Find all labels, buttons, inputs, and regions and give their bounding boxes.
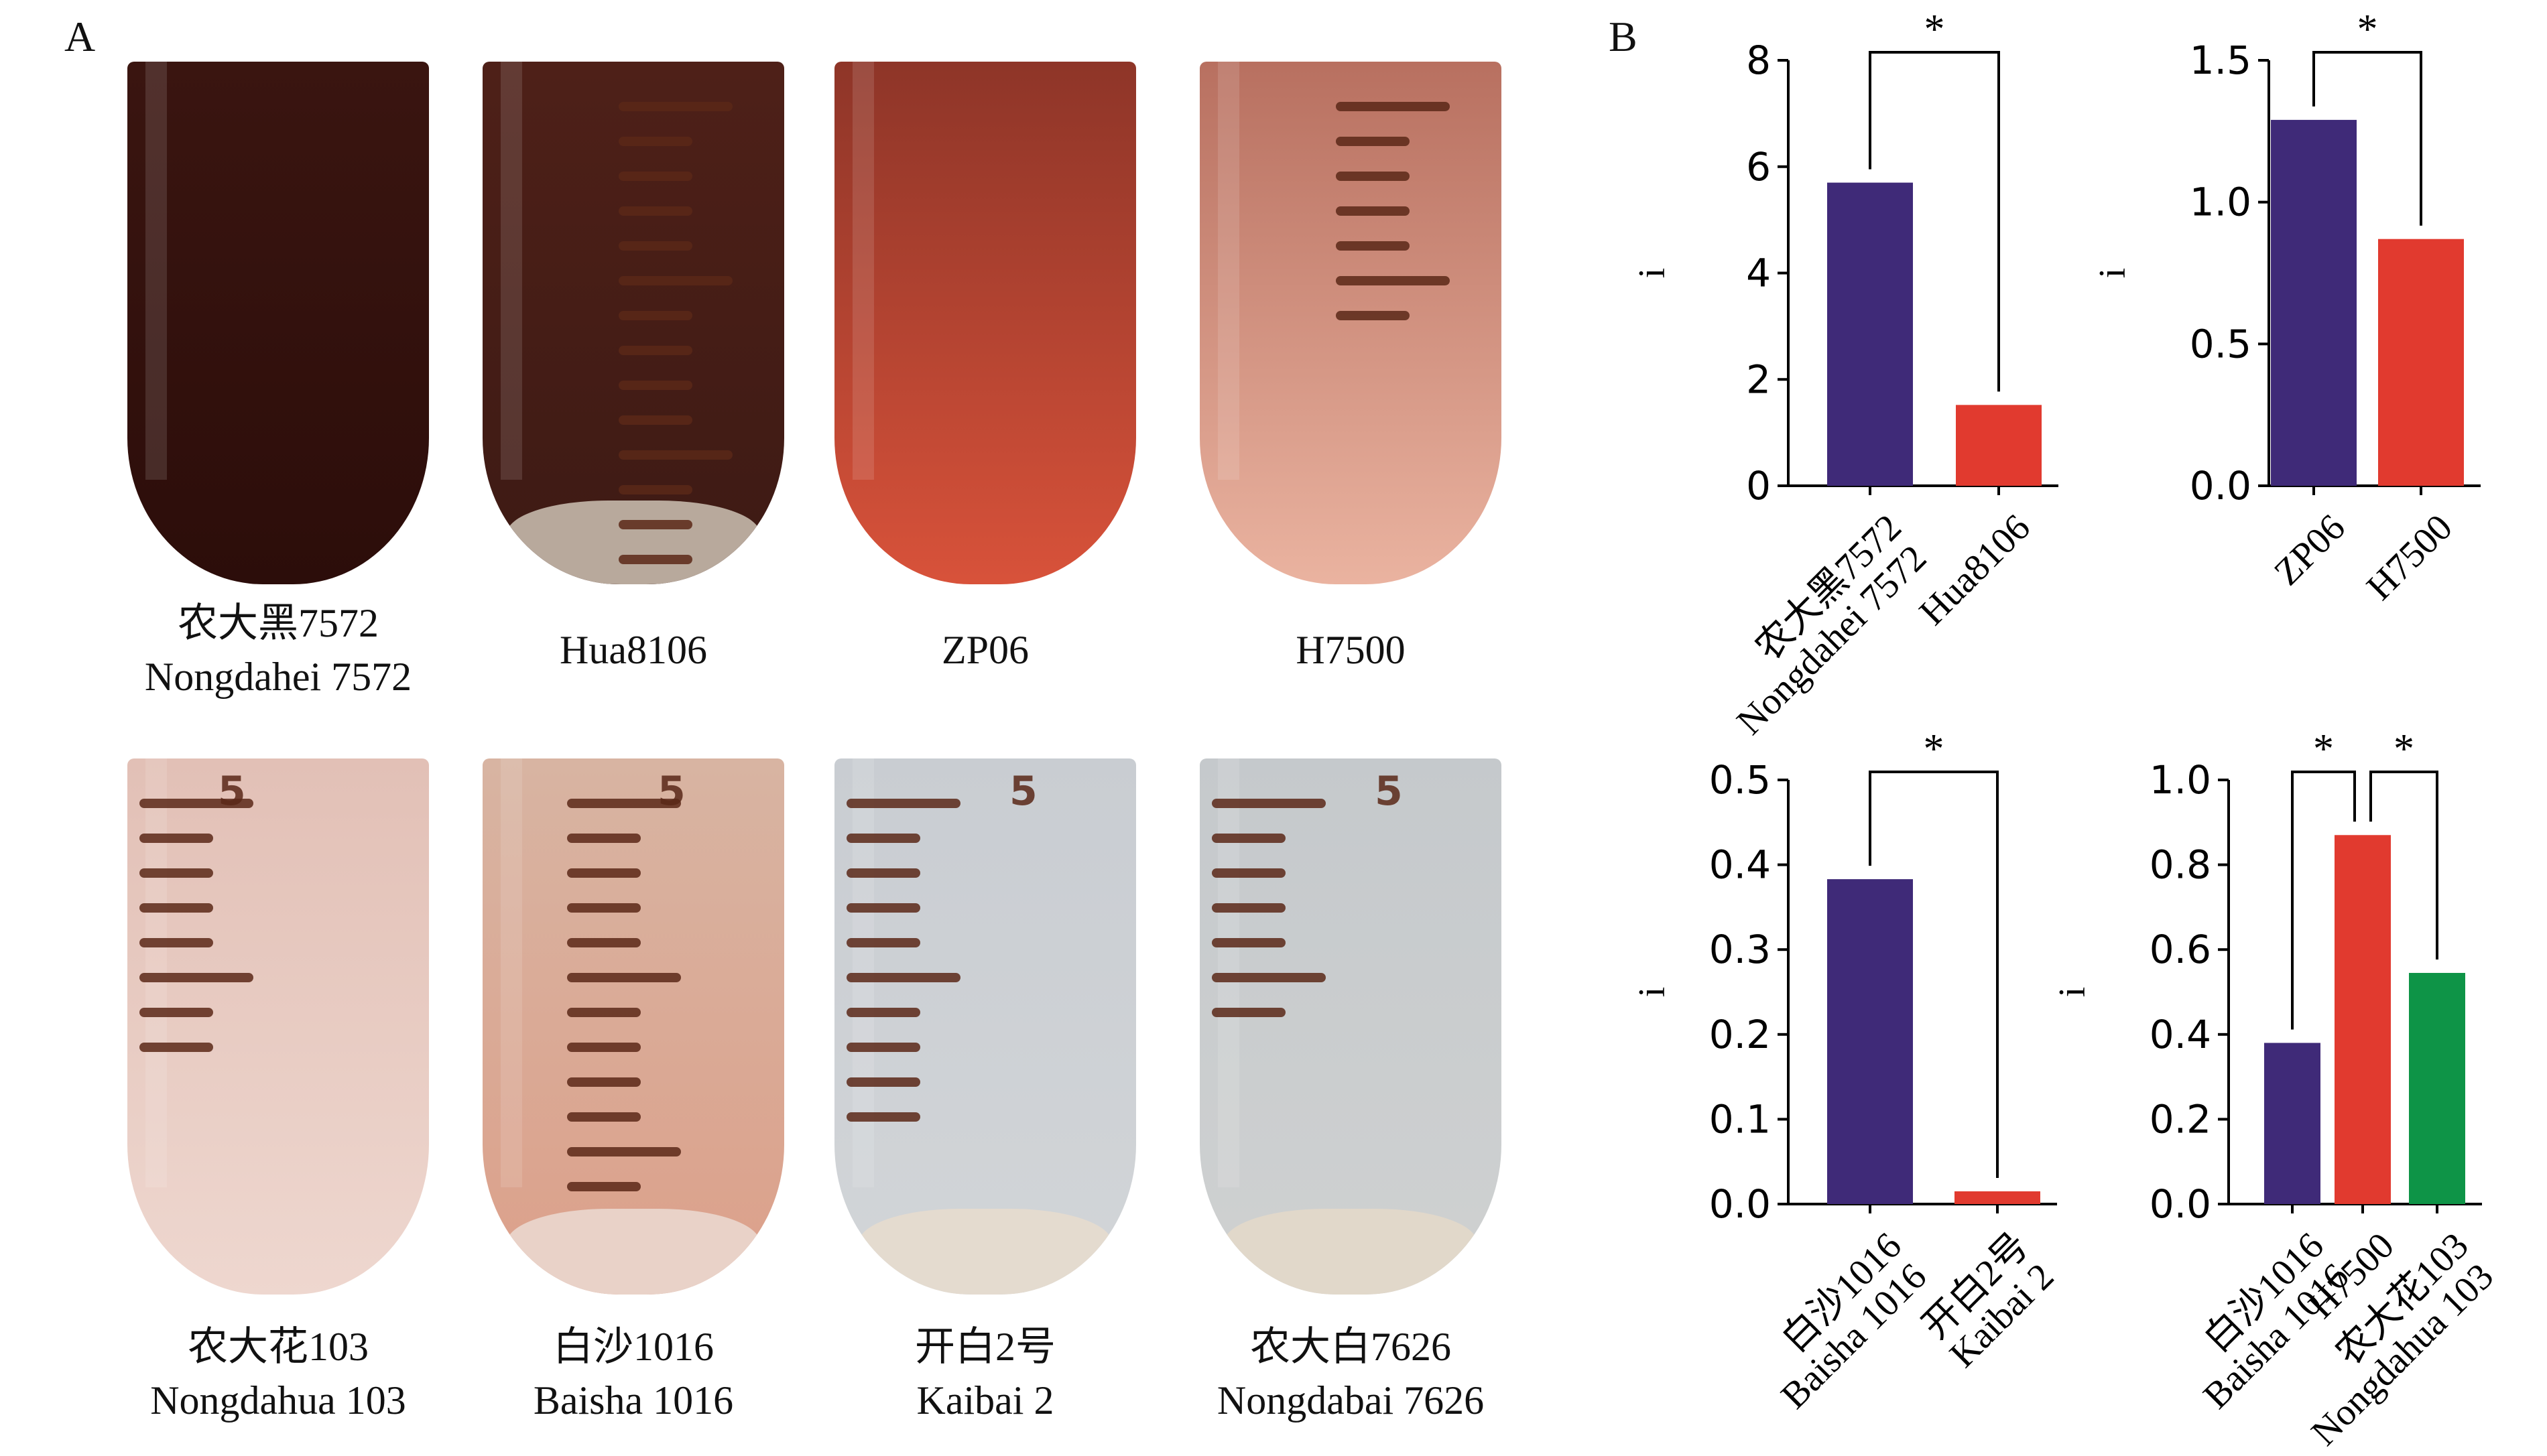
y-tick-label: 1.5 [2190, 38, 2251, 83]
y-axis-label: i [1631, 987, 1673, 998]
tube-label-zh: 开白2号 [915, 1325, 1056, 1369]
tube-photo: 5 [483, 758, 784, 1295]
tube-label: H7500 [1160, 623, 1542, 677]
bar [1954, 1191, 2040, 1204]
x-tick-label: 农大黑7572Nongdahei 7572 [1701, 507, 1938, 743]
significance-star: * [1924, 726, 1944, 772]
y-tick-label: 0.5 [2190, 321, 2251, 367]
tube-scale-number: 5 [218, 768, 246, 815]
y-tick-label: 0.0 [2150, 1181, 2211, 1227]
tube-scale-number: 5 [658, 768, 686, 815]
panel-b-letter: B [1609, 13, 1637, 60]
tube-label: 农大白7626 Nongdabai 7626 [1160, 1320, 1542, 1427]
bar [1956, 405, 2042, 486]
y-tick-label: 0.2 [1709, 1012, 1771, 1057]
y-tick-label: 4 [1746, 251, 1771, 296]
y-tick-label: 0.6 [2150, 927, 2211, 972]
tube-photo [127, 62, 429, 584]
significance-bracket [2312, 51, 2422, 226]
y-tick-label: 0 [1746, 463, 1771, 509]
tube-label-en: Baisha 1016 [533, 1378, 734, 1422]
bar [2271, 119, 2357, 486]
significance-bracket [1869, 771, 1999, 1179]
tube-label-en: H7500 [1296, 628, 1406, 672]
y-axis-label: i [1631, 268, 1673, 279]
tube-label-zh: 农大黑7572 [178, 601, 379, 645]
y-tick-label: 1.0 [2190, 180, 2251, 225]
tube-label-en: Nongdahua 103 [150, 1378, 406, 1422]
tube-label: 农大黑7572 Nongdahei 7572 [87, 596, 469, 704]
significance-bracket [1869, 51, 2000, 392]
bar [1827, 182, 1913, 486]
tube-label-en: Nongdahei 7572 [144, 655, 412, 699]
y-axis-label: i [2092, 268, 2133, 279]
tube-label-en: Kaibai 2 [916, 1378, 1054, 1422]
tube-label-zh: 农大花103 [188, 1325, 369, 1369]
tube-label-zh: 白沙1016 [553, 1325, 714, 1369]
tube-photo: 5 [127, 758, 429, 1295]
bar [1827, 879, 1913, 1204]
bar [2335, 835, 2391, 1204]
y-tick-label: 2 [1746, 356, 1771, 402]
y-tick-label: 8 [1746, 38, 1771, 83]
tube-scale-number: 5 [1009, 768, 1038, 815]
y-tick-label: 0.3 [1709, 927, 1771, 972]
tube-photo: 5 [1200, 758, 1501, 1295]
tube-label-en: ZP06 [941, 628, 1030, 672]
tube-photo [483, 62, 784, 584]
y-tick-label: 0.4 [1709, 842, 1771, 888]
y-tick-label: 6 [1746, 144, 1771, 190]
tube-photo: 5 [834, 758, 1136, 1295]
y-tick-label: 0.8 [2150, 842, 2211, 888]
tube-label-en: Hua8106 [560, 628, 707, 672]
tube-photo [834, 62, 1136, 584]
panel-a-letter: A [64, 13, 96, 60]
x-tick-label: ZP06 [2266, 507, 2353, 594]
bar [2409, 973, 2465, 1204]
significance-star: * [2357, 7, 2378, 52]
y-tick-label: 0.0 [1709, 1181, 1771, 1227]
significance-star: * [2394, 726, 2414, 772]
tube-scale-number: 5 [1375, 768, 1403, 815]
significance-bracket [2369, 771, 2438, 960]
bar-chart: 0.0 0.1 0.2 0.3 0.4 0.5 i 白沙1016Baisha 1016开白2号… [1631, 726, 2065, 1417]
y-tick-label: 0.5 [1709, 757, 1771, 803]
tube-photo [1200, 62, 1501, 584]
bar [2264, 1043, 2320, 1204]
significance-star: * [1924, 7, 1945, 52]
significance-bracket [2291, 771, 2356, 1030]
y-tick-label: 0.0 [2190, 463, 2251, 509]
y-tick-label: 0.4 [2150, 1012, 2211, 1057]
bar-chart: 0.0 0.5 1.0 1.5 i ZP06 H7500 * [2092, 7, 2481, 608]
tube-label: 开白2号 Kaibai 2 [794, 1320, 1176, 1427]
bar [2378, 239, 2464, 486]
tube-label: ZP06 [794, 623, 1176, 677]
tube-label: 农大花103 Nongdahua 103 [87, 1320, 469, 1427]
tube-label-zh: 农大白7626 [1250, 1325, 1451, 1369]
x-tick-label: 白沙1016Baisha 1016 [1745, 1225, 1938, 1417]
y-axis-label: i [2052, 987, 2093, 998]
y-tick-label: 0.1 [1709, 1096, 1771, 1142]
tube-label: Hua8106 [442, 623, 824, 677]
significance-star: * [2313, 726, 2334, 772]
y-tick-label: 0.2 [2150, 1096, 2211, 1142]
tube-label: 白沙1016 Baisha 1016 [442, 1320, 824, 1427]
tube-label-en: Nongdabai 7626 [1217, 1378, 1485, 1422]
x-tick-label: H7500 [2359, 507, 2461, 608]
y-tick-label: 1.0 [2150, 757, 2211, 803]
x-tick-label: 开白2号Kaibai 2 [1914, 1225, 2065, 1376]
